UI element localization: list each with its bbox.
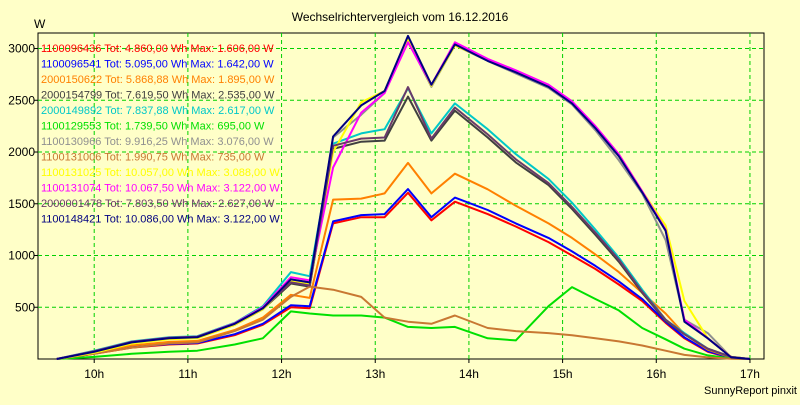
y-tick-label-5: 3000 [8,42,35,56]
series-line-1100131006 [56,285,750,360]
footer-credit: SunnyReport pinxit [704,385,797,397]
legend-entry-1100131006: 1100131006 Tot: 1.990,75 Wh Max: 735,00 … [41,152,265,164]
x-tick-label-2: 12h [272,367,292,381]
series-line-2000150622 [56,161,750,360]
legend-entry-1100131074: 1100131074 Tot: 10.067,50 Wh Max: 3.122,… [41,183,280,195]
x-tick-label-3: 13h [365,367,385,381]
y-tick-layer: 500 1000 1500 2000 2500 3000 [8,42,38,314]
series-line-1100129553 [56,286,750,360]
series-layer [56,34,751,360]
legend-entry-1100130966: 1100130966 Tot: 9.916,25 Wh Max: 3.076,0… [41,136,274,148]
y-axis-label: W [34,17,46,31]
legend-entry-1100129553: 1100129553 Tot: 1.739,50 Wh Max: 695,00 … [41,121,265,133]
x-tick-label-0: 10h [84,367,104,381]
y-tick-label-1: 1000 [8,249,35,263]
x-tick-label-6: 16h [646,367,666,381]
x-tick-layer: 10h 11h 12h 13h 14h 15h 16h 17h [84,359,760,381]
y-tick-label-4: 2500 [8,93,35,107]
y-tick-label-0: 500 [15,300,35,314]
x-tick-label-1: 11h [178,367,197,381]
x-tick-label-5: 15h [553,367,573,381]
legend-entry-2000150622: 2000150622 Tot: 5.868,88 Wh Max: 1.895,0… [41,74,275,86]
legend-entry-2000154799: 2000154799 Tot: 7.619,50 Wh Max: 2.535,0… [41,90,275,102]
chart-title: Wechselrichtervergleich vom 16.12.2016 [292,10,509,24]
legend: 1100096436 Tot: 4.860,00 Wh Max: 1.606,0… [41,43,280,226]
legend-entry-2000001478: 2000001478 Tot: 7.803,50 Wh Max: 2.627,0… [41,198,275,210]
series-line-1100148421 [56,34,750,360]
legend-entry-2000149892: 2000149892 Tot: 7.837,88 Wh Max: 2.617,0… [41,105,275,117]
legend-entry-1100096541: 1100096541 Tot: 5.095,00 Wh Max: 1.642,0… [41,59,274,71]
series-line-1100096541 [56,188,750,360]
x-tick-label-7: 17h [740,367,760,381]
x-tick-label-4: 14h [459,367,479,381]
legend-entry-1100148421: 1100148421 Tot: 10.086,00 Wh Max: 3.122,… [41,214,280,226]
y-tick-label-3: 2000 [8,145,35,159]
y-tick-label-2: 1500 [8,197,35,211]
legend-entry-1100096436: 1100096436 Tot: 4.860,00 Wh Max: 1.606,0… [41,43,274,55]
legend-entry-1100131025: 1100131025 Tot: 10.057,00 Wh Max: 3.088,… [41,167,280,179]
